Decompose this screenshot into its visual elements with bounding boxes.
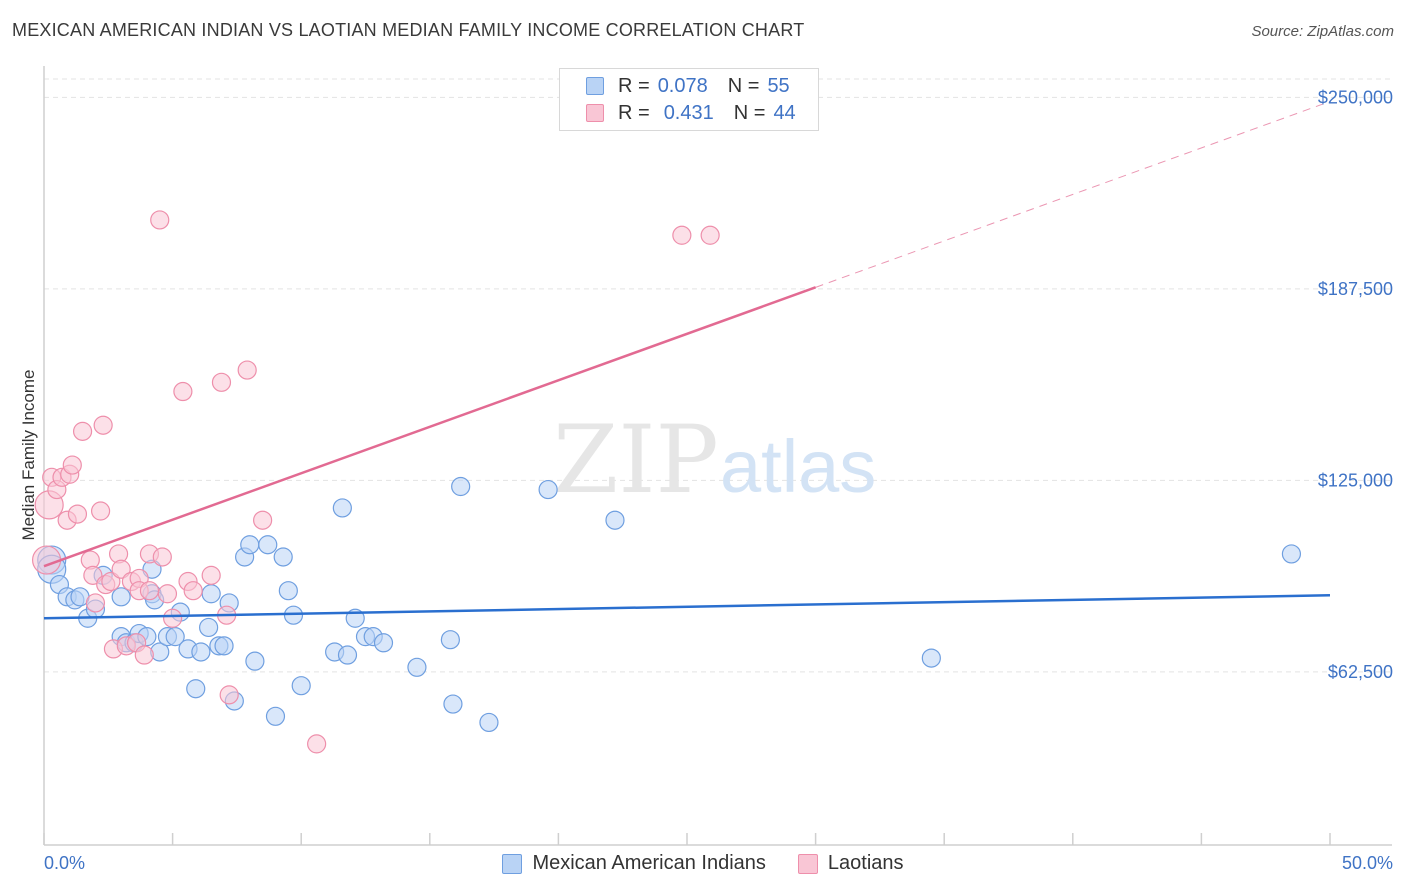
data-point <box>538 479 558 500</box>
data-point <box>307 734 327 754</box>
trend-line-blue <box>43 594 1331 620</box>
tick-labels: $62,500 $125,000 $187,500 $250,000 0.0% 50.0% <box>44 87 1393 873</box>
watermark-zip: ZIP <box>553 406 719 515</box>
data-point <box>219 685 239 705</box>
data-point <box>165 627 185 647</box>
data-point <box>291 676 311 696</box>
axes <box>43 66 1392 846</box>
y-axis-label: Median Family Income <box>19 369 38 540</box>
bottom-legend-label-pink: Laotians <box>827 852 904 874</box>
data-point <box>605 510 625 530</box>
data-point <box>451 476 471 497</box>
data-point <box>273 547 293 567</box>
data-point <box>332 498 352 518</box>
legend-r-value: 0.431 <box>663 101 714 124</box>
legend-r-label: R = <box>618 74 650 97</box>
data-point <box>152 547 172 567</box>
data-point <box>201 565 221 585</box>
legend-n-label: N = <box>733 101 766 124</box>
data-point <box>191 642 211 662</box>
data-point <box>700 225 720 245</box>
watermark: ZIP atlas <box>553 406 876 515</box>
data-point <box>672 225 692 245</box>
chart-title: MEXICAN AMERICAN INDIAN VS LAOTIAN MEDIA… <box>12 20 805 40</box>
legend-swatch-blue <box>586 77 604 95</box>
data-point <box>214 636 234 656</box>
legend-swatch-pink <box>586 104 604 122</box>
trend-line-pink <box>43 286 817 568</box>
data-point <box>245 651 265 671</box>
data-point <box>183 581 203 601</box>
legend-n-value: 44 <box>773 101 796 124</box>
legend-row-pink: R = 0.431 N = 44 <box>586 101 796 125</box>
bottom-legend-swatch-pink <box>797 853 818 874</box>
data-point <box>1281 544 1302 564</box>
data-point <box>373 633 394 653</box>
bottom-legend-blue: Mexican American Indians <box>502 852 766 875</box>
data-point <box>199 617 219 638</box>
watermark-atlas: atlas <box>720 425 876 508</box>
bottom-legend-label-blue: Mexican American Indians <box>532 852 766 874</box>
data-point <box>337 645 358 665</box>
data-point <box>479 712 499 733</box>
bottom-legend-swatch-blue <box>502 853 523 874</box>
data-point <box>31 545 62 575</box>
data-point <box>278 581 298 601</box>
data-point <box>163 608 183 628</box>
legend-r-label: R = <box>618 101 650 124</box>
series-laotians <box>31 210 720 754</box>
data-points <box>31 210 1302 754</box>
data-point <box>101 571 121 592</box>
y-tick-label: $125,000 <box>1318 470 1393 490</box>
data-point <box>186 679 206 699</box>
source-label: Source: ZipAtlas.com <box>1251 23 1394 40</box>
data-point <box>211 372 232 392</box>
data-point <box>921 648 941 668</box>
legend-row-blue: R = 0.078 N = 55 <box>586 74 790 98</box>
data-point <box>201 584 221 604</box>
legend-n-label: N = <box>727 74 760 97</box>
data-point <box>134 645 154 665</box>
data-point <box>157 584 178 604</box>
legend-n-value: 55 <box>767 74 790 97</box>
data-point <box>173 381 193 402</box>
data-point <box>283 605 304 625</box>
data-point <box>111 559 131 579</box>
trend-lines <box>43 100 1331 620</box>
data-point <box>90 501 111 521</box>
bottom-legend: Mexican American Indians Laotians <box>0 852 1406 875</box>
data-point <box>111 587 131 607</box>
data-point <box>407 657 427 677</box>
data-point <box>443 694 463 714</box>
data-point <box>67 504 88 524</box>
x-tick-label: 0.0% <box>44 853 85 873</box>
data-point <box>253 510 273 530</box>
data-point <box>258 535 278 555</box>
data-point <box>72 421 93 441</box>
legend-r-value: 0.078 <box>657 74 708 97</box>
bottom-legend-pink: Laotians <box>797 852 904 875</box>
x-tick-label: 50.0% <box>1342 853 1393 873</box>
data-point <box>150 210 170 230</box>
data-point <box>240 535 260 555</box>
data-point <box>62 455 82 475</box>
legend: R = 0.078 N = 55 R = 0.431 N = 44 <box>559 68 819 131</box>
data-point <box>85 593 106 613</box>
data-point <box>265 706 286 726</box>
data-point <box>139 581 160 601</box>
data-point <box>93 415 113 435</box>
y-tick-label: $250,000 <box>1318 87 1393 107</box>
y-tick-label: $187,500 <box>1318 279 1393 299</box>
y-tick-label: $62,500 <box>1328 662 1393 682</box>
data-point <box>440 630 460 650</box>
data-point <box>237 360 257 380</box>
trend-line-pink-extension <box>815 100 1331 288</box>
